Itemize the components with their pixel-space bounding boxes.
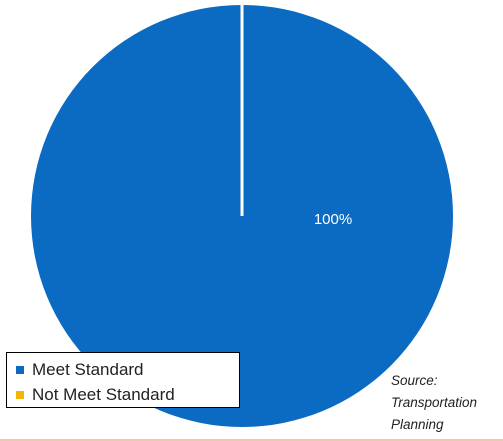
legend-swatch-meet-standard xyxy=(16,365,24,374)
source-note: Source: Transportation Planning xyxy=(391,370,503,436)
source-line-3: Planning xyxy=(391,417,444,432)
data-label-meet-standard: 100% xyxy=(314,211,352,228)
source-line-2: Transportation xyxy=(391,395,478,410)
source-line-1: Source: xyxy=(391,373,438,388)
legend-item-not-meet-standard: Not Meet Standard xyxy=(16,382,239,407)
legend-item-meet-standard: Meet Standard xyxy=(16,357,239,382)
legend-swatch-not-meet-standard xyxy=(16,390,24,399)
bottom-divider xyxy=(0,439,503,441)
chart-legend: Meet Standard Not Meet Standard xyxy=(6,352,240,408)
legend-label-not-meet-standard: Not Meet Standard xyxy=(32,384,175,404)
legend-label-meet-standard: Meet Standard xyxy=(32,359,144,379)
